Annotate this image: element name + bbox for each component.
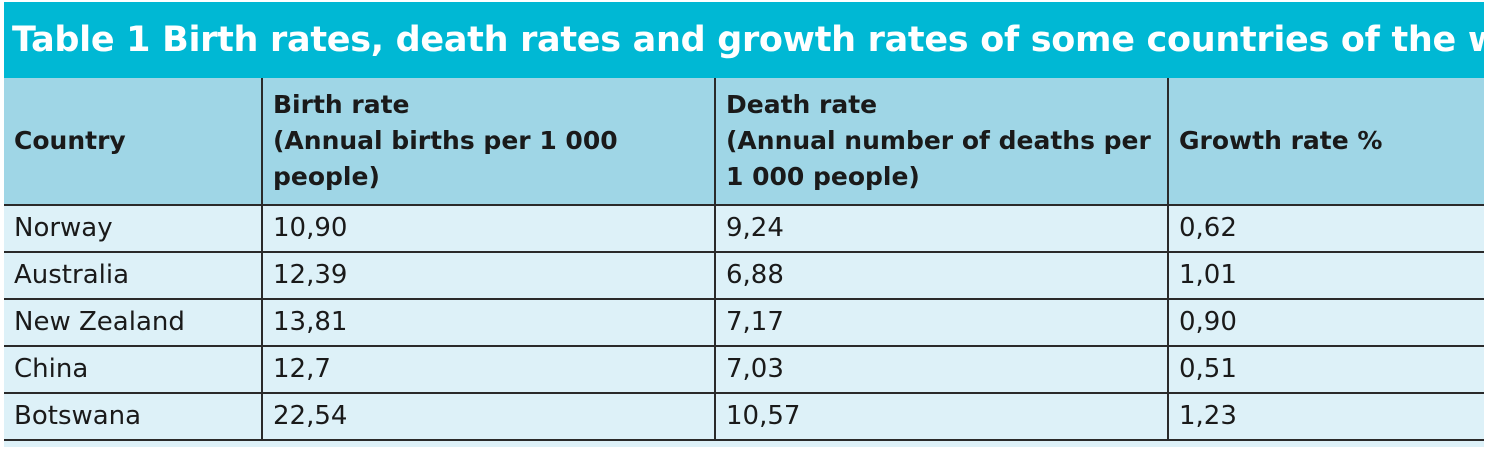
cell-birth-rate: 13,81 bbox=[261, 298, 716, 347]
rates-table: Country Birth rate (Annual births per 1 … bbox=[4, 78, 1484, 441]
cell-birth-rate: 12,39 bbox=[261, 251, 716, 300]
cell-country: China bbox=[4, 345, 263, 394]
cell-birth-rate: 22,54 bbox=[261, 392, 716, 441]
cell-country: Botswana bbox=[4, 392, 263, 441]
cell-growth-rate: 1,01 bbox=[1167, 251, 1484, 300]
cell-birth-rate: 12,7 bbox=[261, 345, 716, 394]
header-country: Country bbox=[4, 78, 263, 206]
cell-birth-rate: 10,90 bbox=[261, 204, 716, 253]
cell-country: Norway bbox=[4, 204, 263, 253]
table-row: Norway 10,90 9,24 0,62 bbox=[4, 204, 1484, 253]
header-growth-rate: Growth rate % bbox=[1167, 78, 1484, 206]
cell-death-rate: 7,17 bbox=[714, 298, 1169, 347]
cell-growth-rate: 0,90 bbox=[1167, 298, 1484, 347]
cell-death-rate: 10,57 bbox=[714, 392, 1169, 441]
table-row: Botswana 22,54 10,57 1,23 bbox=[4, 392, 1484, 441]
header-birth-rate: Birth rate (Annual births per 1 000 peop… bbox=[261, 78, 716, 206]
cell-death-rate: 9,24 bbox=[714, 204, 1169, 253]
cell-growth-rate: 0,62 bbox=[1167, 204, 1484, 253]
cell-growth-rate: 0,51 bbox=[1167, 345, 1484, 394]
header-death-rate: Death rate (Annual number of deaths per … bbox=[714, 78, 1169, 206]
data-table: Table 1 Birth rates, death rates and gro… bbox=[4, 2, 1484, 447]
cell-death-rate: 6,88 bbox=[714, 251, 1169, 300]
cell-death-rate: 7,03 bbox=[714, 345, 1169, 394]
table-title: Table 1 Birth rates, death rates and gro… bbox=[4, 2, 1484, 78]
table-row: New Zealand 13,81 7,17 0,90 bbox=[4, 298, 1484, 347]
cell-country: New Zealand bbox=[4, 298, 263, 347]
header-row: Country Birth rate (Annual births per 1 … bbox=[4, 78, 1484, 206]
table-row: Australia 12,39 6,88 1,01 bbox=[4, 251, 1484, 300]
cell-country: Australia bbox=[4, 251, 263, 300]
table-row: China 12,7 7,03 0,51 bbox=[4, 345, 1484, 394]
cell-growth-rate: 1,23 bbox=[1167, 392, 1484, 441]
